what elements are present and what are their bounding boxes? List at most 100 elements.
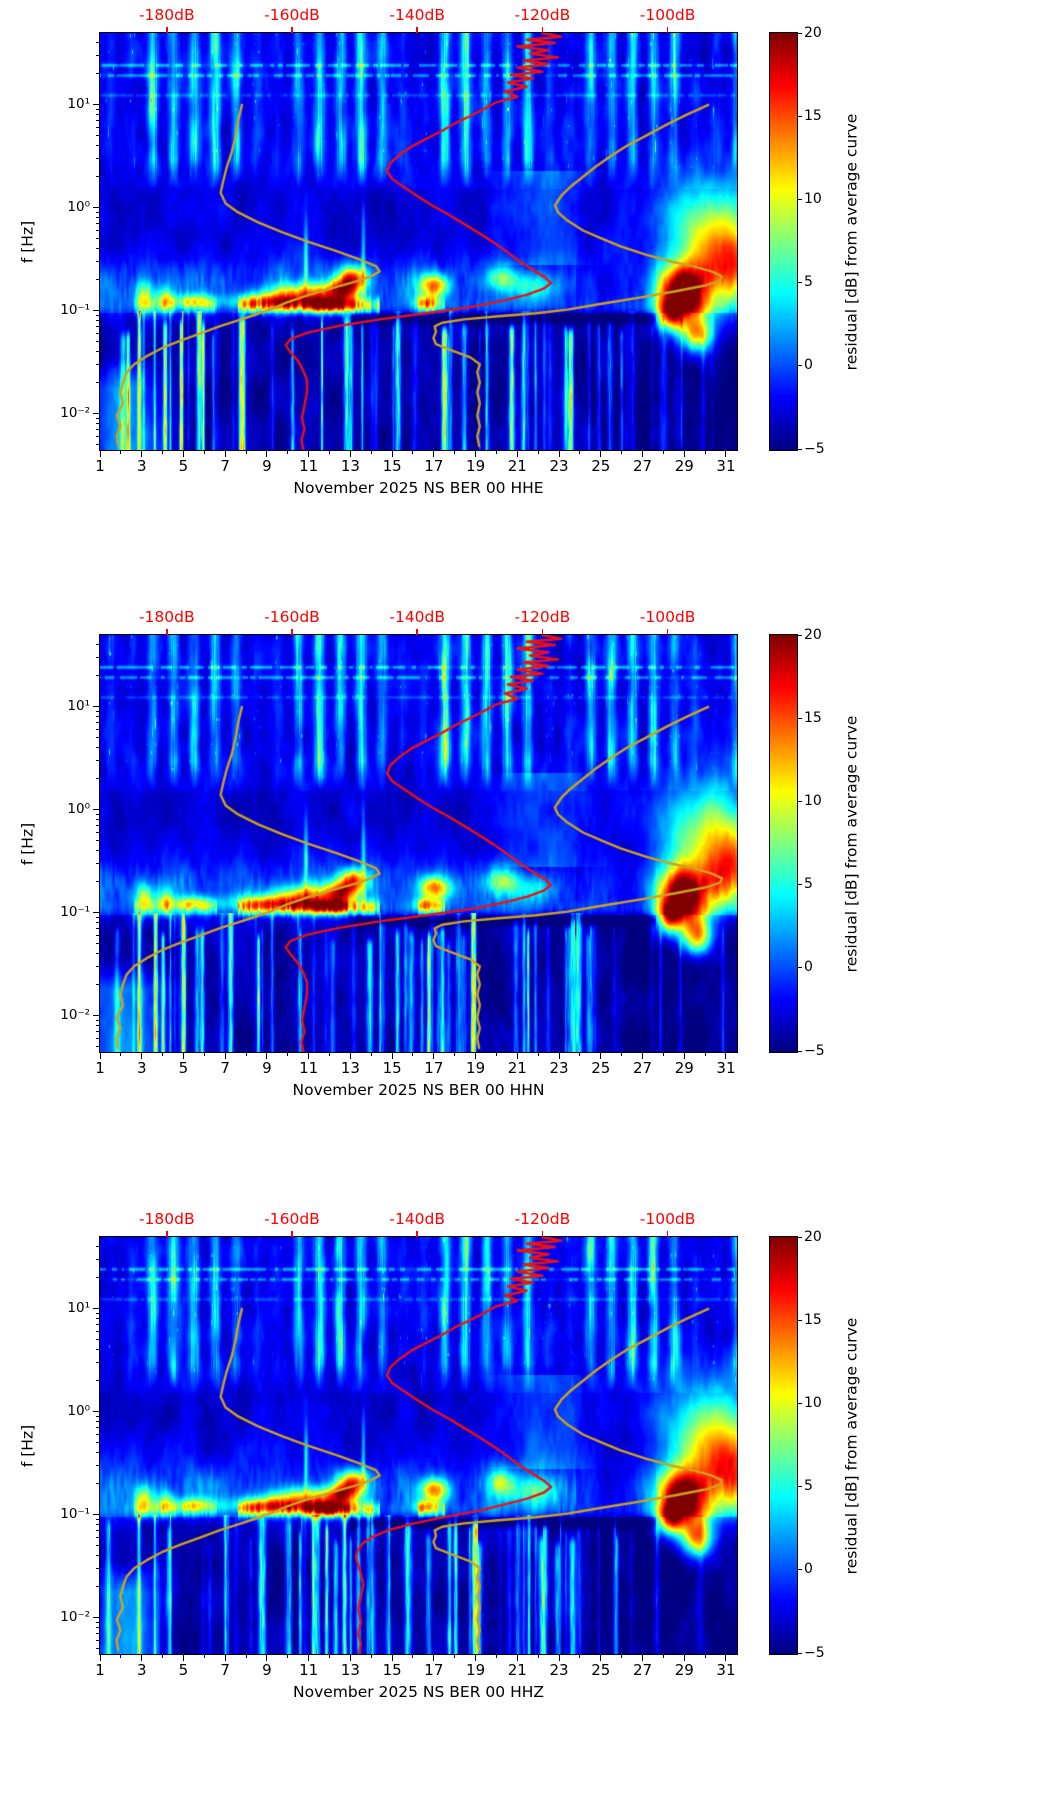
x-tick-label: 13	[340, 1059, 360, 1077]
x-minor-tick	[162, 450, 164, 454]
x-major-tick	[266, 1052, 268, 1059]
x-major-tick	[475, 450, 477, 457]
y-minor-tick	[96, 1331, 100, 1333]
y-major-tick	[93, 912, 100, 914]
top-db-label: -180dB	[138, 1210, 195, 1228]
x-tick-label: 15	[382, 1661, 402, 1679]
colorbar-canvas	[770, 33, 797, 450]
colorbar-tick	[797, 634, 802, 636]
y-minor-tick	[96, 1045, 100, 1047]
y-minor-tick	[96, 729, 100, 731]
y-minor-tick	[96, 927, 100, 929]
y-minor-tick	[96, 319, 100, 321]
y-minor-tick	[96, 120, 100, 122]
x-major-tick	[266, 450, 268, 457]
y-minor-tick	[96, 1518, 100, 1520]
y-minor-tick	[96, 428, 100, 430]
x-tick-label: 1	[95, 1661, 105, 1679]
y-minor-tick	[96, 381, 100, 383]
x-major-tick	[475, 1654, 477, 1661]
colorbar-tick-label: 10	[804, 190, 822, 207]
x-tick-label: 9	[262, 1661, 272, 1679]
top-db-tick	[416, 629, 418, 635]
x-minor-tick	[329, 450, 331, 454]
y-major-tick	[93, 1411, 100, 1413]
x-major-tick	[433, 450, 435, 457]
top-db-tick	[291, 27, 293, 33]
y-major-tick	[93, 104, 100, 106]
x-major-tick	[642, 450, 644, 457]
x-tick-label: 29	[674, 457, 694, 475]
y-minor-tick	[96, 279, 100, 281]
x-major-tick	[224, 1654, 226, 1661]
x-tick-label: 25	[591, 457, 611, 475]
y-tick-label: 10¹	[67, 698, 90, 715]
y-minor-tick	[96, 417, 100, 419]
colorbar-tick	[797, 198, 802, 200]
x-axis-label: November 2025 NS BER 00 HHE	[293, 479, 544, 497]
x-major-tick	[308, 1654, 310, 1661]
x-tick-label: 25	[591, 1661, 611, 1679]
y-minor-tick	[96, 825, 100, 827]
x-tick-label: 7	[220, 1661, 230, 1679]
colorbar-tick-label: −5	[804, 1644, 825, 1661]
x-minor-tick	[621, 450, 623, 454]
top-db-label: -140dB	[389, 1210, 446, 1228]
y-minor-tick	[96, 1442, 100, 1444]
x-major-tick	[433, 1052, 435, 1059]
y-minor-tick	[96, 1024, 100, 1026]
top-db-tick	[666, 629, 669, 635]
y-minor-tick	[96, 332, 100, 334]
x-major-tick	[725, 450, 727, 457]
x-tick-label: 11	[299, 1059, 319, 1077]
y-tick-label: 10⁻²	[60, 1006, 90, 1023]
y-minor-tick	[96, 109, 100, 111]
x-tick-label: 13	[340, 1661, 360, 1679]
y-major-tick	[93, 706, 100, 708]
x-tick-label: 27	[632, 1661, 653, 1679]
x-tick-label: 9	[262, 457, 272, 475]
y-minor-tick	[96, 211, 100, 213]
y-minor-tick	[96, 965, 100, 967]
x-minor-tick	[287, 1654, 289, 1658]
y-minor-tick	[96, 1554, 100, 1556]
y-minor-tick	[96, 850, 100, 852]
y-major-tick	[93, 809, 100, 811]
y-tick-label: 10⁻²	[60, 1608, 90, 1625]
top-db-label: -160dB	[264, 1210, 320, 1228]
y-minor-tick	[96, 443, 100, 445]
x-minor-tick	[287, 1052, 289, 1056]
top-db-tick	[166, 27, 168, 33]
y-minor-tick	[96, 260, 100, 262]
spectrogram-panel-hhn: -180dB -160dB -140dB -120dB -100dB 1 3 5 7 9 11 13 1…	[0, 602, 1052, 1204]
y-major-tick	[93, 1514, 100, 1516]
spectrogram-panel-hhe: -180dB -160dB -140dB -120dB -100dB 1 3 5 7 9 11 13 1…	[0, 0, 1052, 602]
y-tick-label: 10⁻¹	[60, 1506, 90, 1523]
y-tick-label: 10⁻¹	[60, 302, 90, 319]
top-db-label: -100dB	[639, 6, 696, 24]
y-minor-tick	[96, 711, 100, 713]
x-minor-tick	[495, 1052, 497, 1056]
y-minor-tick	[96, 248, 100, 250]
x-major-tick	[349, 1052, 351, 1059]
top-db-tick	[166, 1231, 168, 1237]
x-tick-label: 3	[136, 457, 147, 475]
y-minor-tick	[96, 73, 100, 75]
y-major-tick	[93, 207, 100, 209]
x-major-tick	[600, 450, 602, 457]
x-minor-tick	[120, 1654, 122, 1658]
x-tick-label: 9	[262, 1059, 272, 1077]
colorbar-tick	[797, 448, 802, 450]
top-db-tick	[666, 1231, 669, 1237]
colorbar-tick-label: 20	[804, 24, 822, 41]
x-major-tick	[516, 1654, 518, 1661]
x-minor-tick	[203, 1654, 205, 1658]
top-db-label: -100dB	[639, 1210, 696, 1228]
x-minor-tick	[120, 450, 122, 454]
x-minor-tick	[662, 1052, 664, 1056]
y-minor-tick	[96, 921, 100, 923]
y-minor-tick	[96, 1621, 100, 1623]
top-db-label: -180dB	[138, 6, 195, 24]
x-minor-tick	[662, 450, 664, 454]
x-tick-label: 25	[591, 1059, 611, 1077]
